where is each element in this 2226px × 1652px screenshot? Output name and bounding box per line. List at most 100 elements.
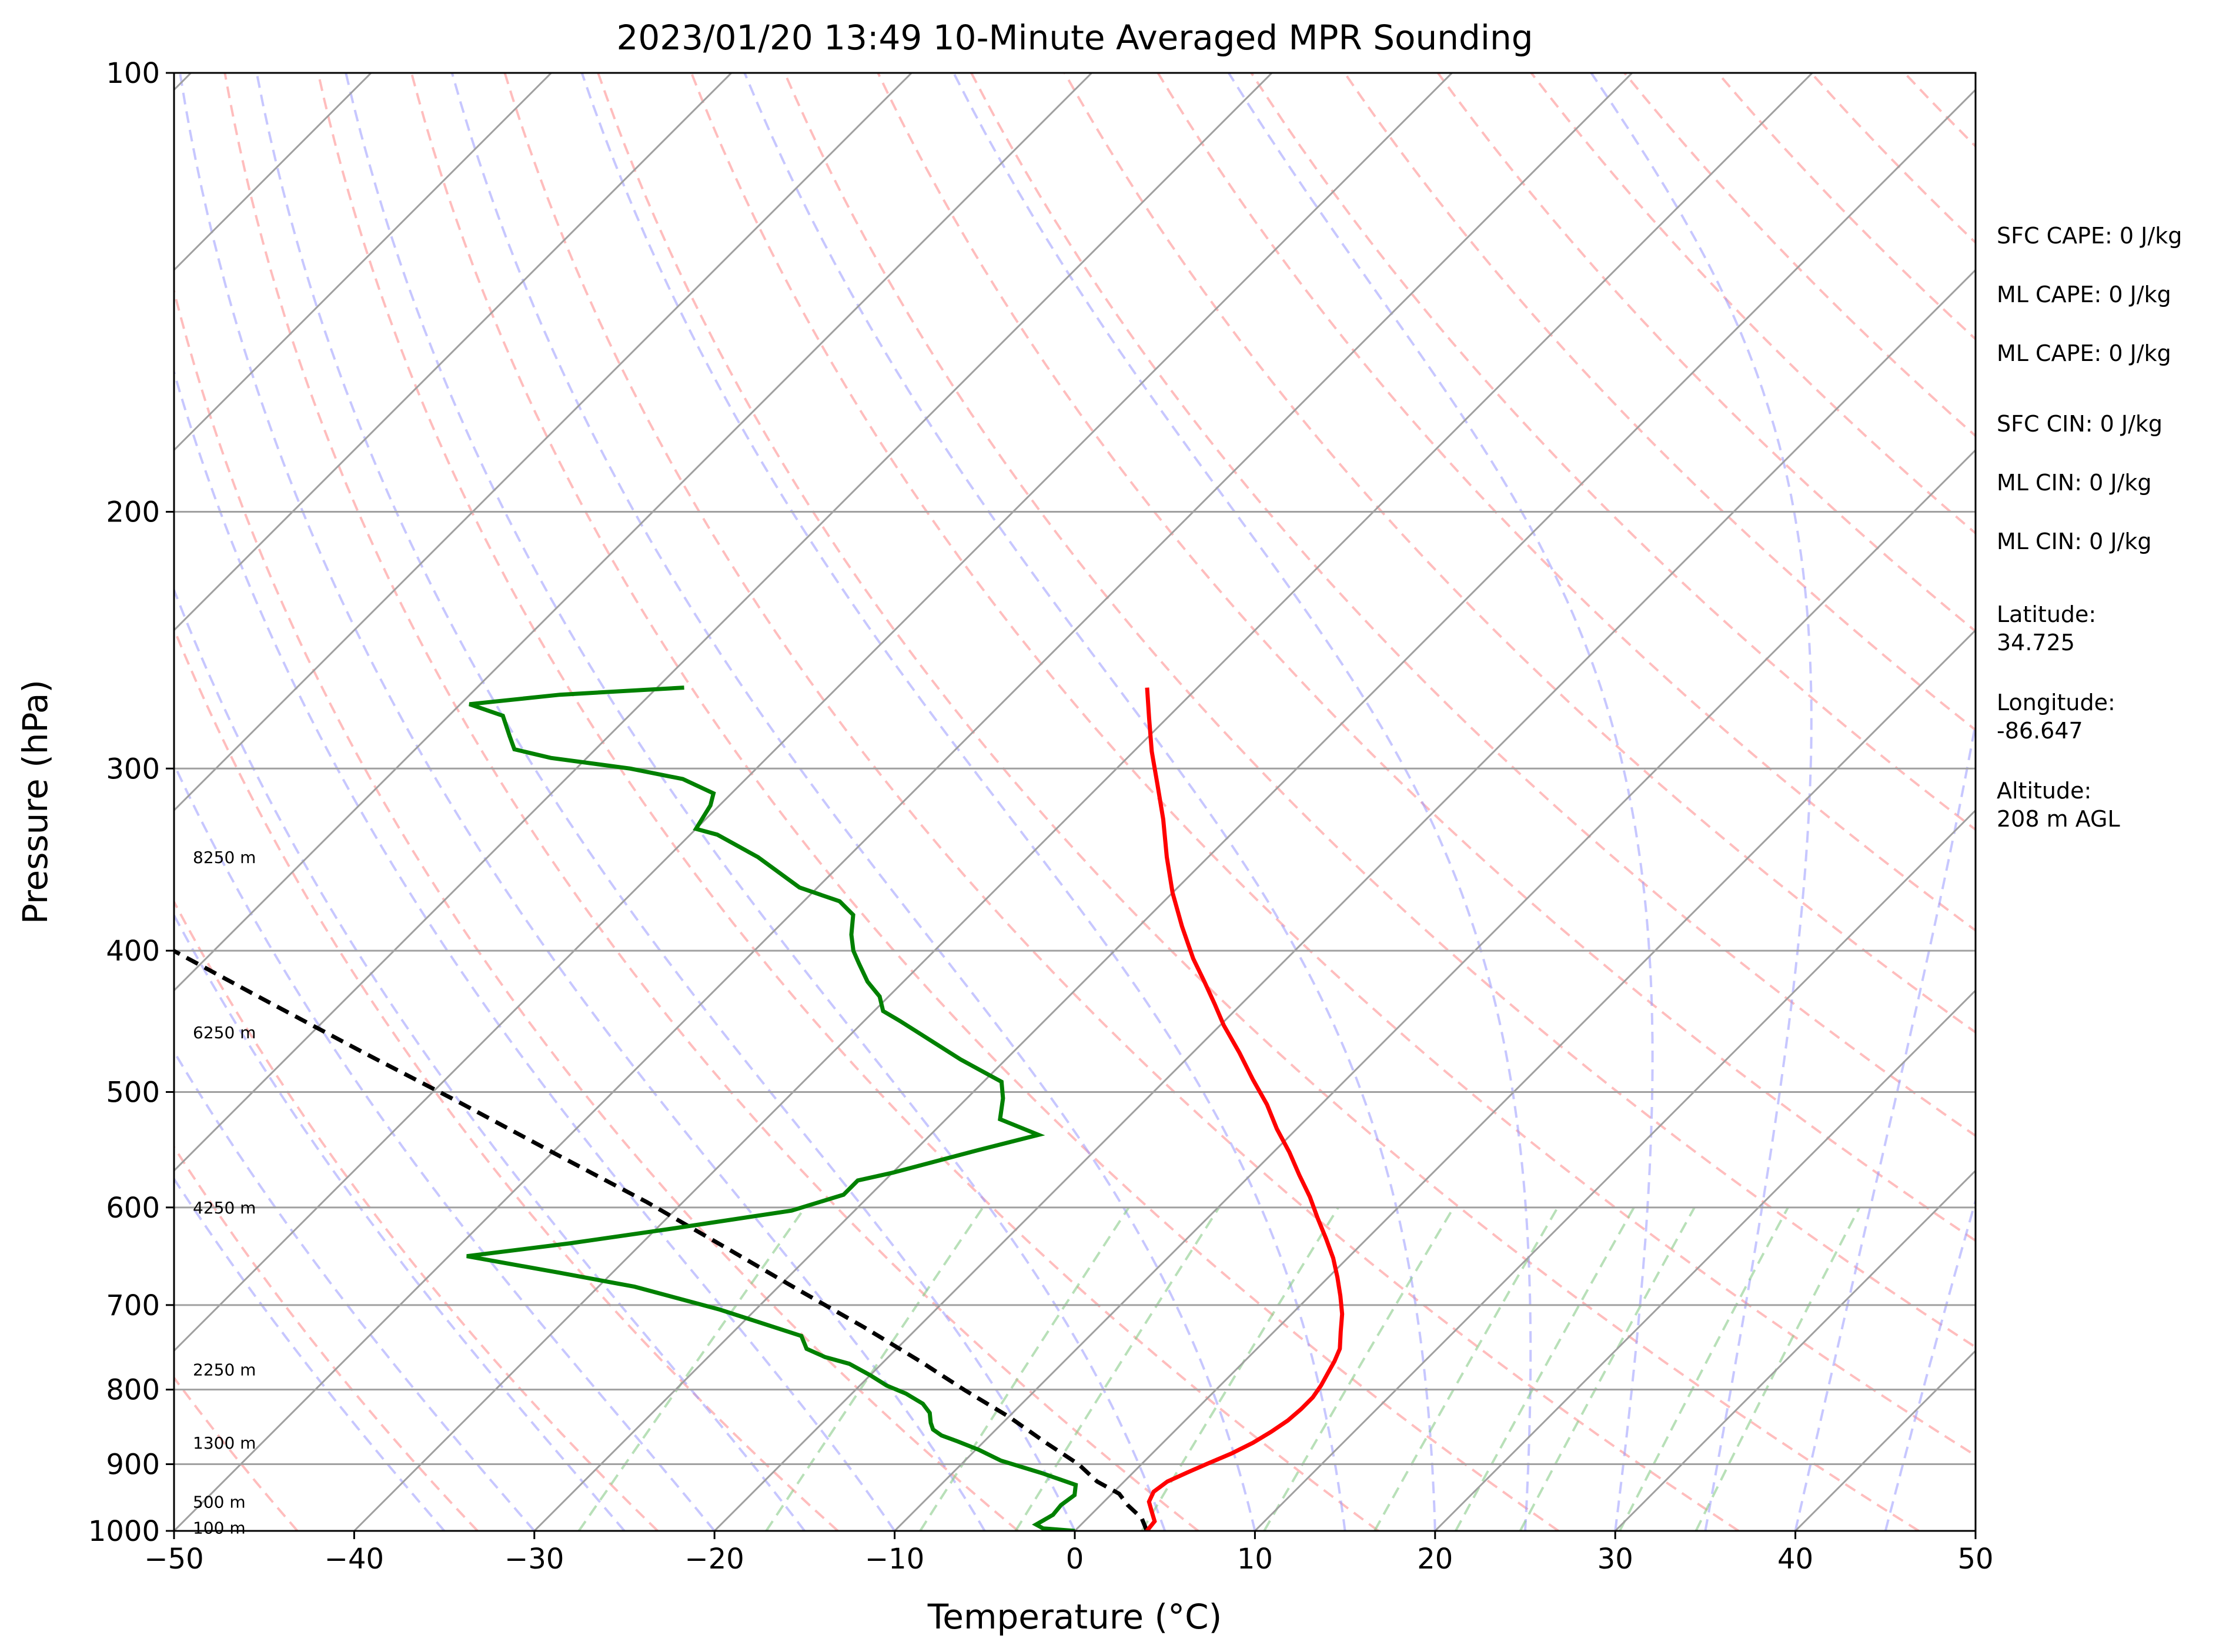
height-label: 2250 m	[193, 1360, 256, 1379]
x-tick-label: −40	[325, 1543, 384, 1576]
dry-adiabat-line	[174, 626, 839, 1531]
moist-adiabat-line	[345, 73, 1167, 1531]
dry-adiabat-line	[317, 73, 1379, 1531]
moist-adiabat-line	[174, 368, 896, 1531]
stat-line: SFC CIN: 0 J/kg	[1997, 411, 2163, 437]
x-axis-ticks: −50 −40 −30 −20 −10 0 10 20 30 40 50	[144, 1531, 1994, 1576]
moist-adiabat-line	[255, 73, 1076, 1531]
x-tick-label: 10	[1237, 1543, 1273, 1576]
stat-line: SFC CAPE: 0 J/kg	[1997, 223, 2182, 249]
moist-adiabat-line	[952, 73, 1532, 1531]
isotherm-line	[174, 73, 1273, 1172]
y-tick-label: 100	[106, 57, 160, 90]
moist-adiabat-line	[174, 1176, 446, 1531]
stat-line: 208 m AGL	[1997, 806, 2120, 832]
isotherm-line	[714, 269, 1976, 1531]
moist-adiabat-line	[580, 73, 1346, 1531]
height-label: 100 m	[193, 1519, 246, 1538]
y-tick-label: 600	[106, 1192, 160, 1225]
isotherm-line	[353, 73, 1813, 1531]
height-label: 4250 m	[193, 1198, 256, 1218]
isotherm-group	[0, 73, 1976, 1531]
isotherm-line	[174, 73, 733, 632]
x-tick-label: 0	[1066, 1543, 1084, 1576]
dry-adiabat-line	[1063, 73, 1976, 1034]
isotherm-line	[174, 73, 913, 812]
isotherm-line	[1074, 628, 1976, 1531]
stats-panel: SFC CAPE: 0 J/kg ML CAPE: 0 J/kg ML CAPE: …	[1997, 223, 2182, 832]
mixing-ratio-line	[919, 1206, 1130, 1531]
height-label-group: 8250 m 6250 m 4250 m 2250 m 1300 m 500 m 100 m	[193, 848, 256, 1538]
moist-adiabat-line	[174, 1049, 536, 1531]
y-axis-title: Pressure (hPa)	[15, 680, 55, 924]
moist-adiabat-line	[1590, 73, 1813, 1531]
isotherm-line	[0, 73, 11, 1531]
profile-layer	[174, 685, 1345, 1531]
moist-adiabat-line	[174, 761, 716, 1531]
moist-adiabat-line	[1794, 717, 1976, 1531]
isotherm-line	[1434, 989, 1976, 1531]
isotherm-line	[174, 73, 1453, 1352]
dry-adiabat-line	[1717, 73, 1976, 341]
x-tick-label: 40	[1777, 1543, 1813, 1576]
stat-line: ML CIN: 0 J/kg	[1997, 529, 2151, 554]
height-label: 500 m	[193, 1492, 246, 1511]
dry-adiabat-line	[1343, 73, 1976, 732]
stat-line: Latitude:	[1997, 601, 2096, 627]
dry-adiabat-line	[1530, 73, 1976, 535]
temperature-profile-line	[1145, 687, 1345, 1531]
y-axis-ticks: 100 200 300 400 500 600 700 800 900 1000	[88, 57, 174, 1548]
dry-adiabat-line	[1250, 73, 1976, 831]
x-tick-label: −30	[504, 1543, 564, 1576]
y-tick-label: 900	[106, 1449, 160, 1482]
stat-line: ML CAPE: 0 J/kg	[1997, 340, 2171, 366]
moist-adiabat-line	[450, 73, 1256, 1531]
parcel-profile-line	[174, 948, 1149, 1531]
y-tick-label: 1000	[88, 1515, 160, 1548]
height-label: 1300 m	[193, 1433, 256, 1453]
stat-line: 34.725	[1997, 630, 2075, 656]
stat-line: Longitude:	[1997, 690, 2115, 715]
x-tick-label: 30	[1597, 1543, 1633, 1576]
isotherm-line	[894, 449, 1976, 1531]
dewpoint-profile-line	[466, 685, 1078, 1531]
moist-adiabat-line	[1228, 73, 1654, 1531]
x-tick-label: 20	[1417, 1543, 1453, 1576]
moist-adiabat-line	[174, 912, 626, 1531]
moist-adiabat-line	[743, 73, 1436, 1531]
dry-adiabat-line	[223, 73, 1199, 1531]
y-tick-label: 400	[106, 935, 160, 968]
y-tick-label: 300	[106, 753, 160, 785]
dry-adiabat-line	[174, 286, 1019, 1531]
x-tick-label: −20	[685, 1543, 744, 1576]
chart-title: 2023/01/20 13:49 10-Minute Averaged MPR …	[616, 18, 1533, 58]
stat-line: ML CIN: 0 J/kg	[1997, 470, 2151, 496]
stat-line: ML CAPE: 0 J/kg	[1997, 282, 2171, 307]
height-label: 6250 m	[193, 1023, 256, 1042]
dry-adiabat-line	[970, 73, 1976, 1138]
isotherm-line	[533, 88, 1976, 1531]
dry-adiabat-line	[410, 73, 1559, 1531]
y-tick-label: 500	[106, 1076, 160, 1109]
x-axis-title: Temperature (°C)	[927, 1597, 1222, 1637]
y-tick-label: 700	[106, 1289, 160, 1322]
isotherm-line	[174, 73, 1092, 992]
dry-adiabat-line	[783, 73, 1976, 1349]
mixing-ratio-line	[1014, 1206, 1221, 1531]
plot-background	[174, 73, 1976, 1531]
stat-line: Altitude:	[1997, 778, 2091, 804]
isotherm-line	[174, 73, 552, 452]
y-tick-label: 800	[106, 1374, 160, 1407]
moist-adiabat-group	[174, 73, 1976, 1531]
x-tick-label: −10	[865, 1543, 924, 1576]
isotherm-line	[1615, 1169, 1976, 1531]
isobar-group	[174, 511, 1976, 1466]
x-tick-label: −50	[144, 1543, 203, 1576]
dry-adiabat-line	[597, 73, 1920, 1531]
x-tick-label: 50	[1957, 1543, 1993, 1576]
dry-adiabat-line	[877, 73, 1976, 1242]
height-label: 8250 m	[193, 848, 256, 867]
dry-adiabat-line	[174, 899, 659, 1531]
moist-adiabat-line	[179, 73, 986, 1531]
